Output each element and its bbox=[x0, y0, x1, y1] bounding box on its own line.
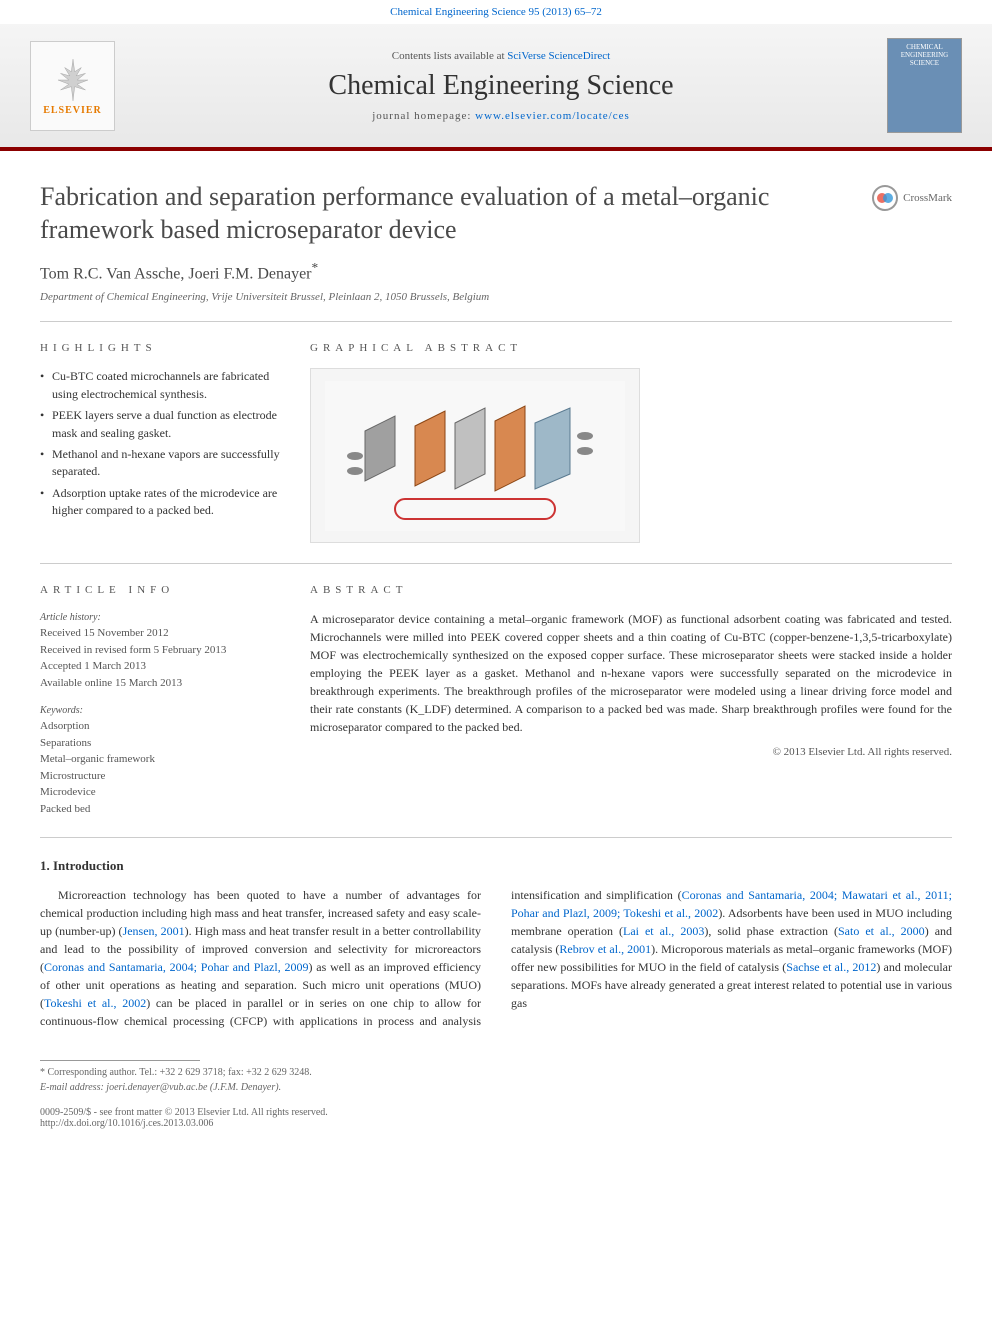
keyword: Packed bed bbox=[40, 801, 280, 818]
homepage-link[interactable]: www.elsevier.com/locate/ces bbox=[475, 110, 630, 122]
citation-link[interactable]: Jensen, 2001 bbox=[123, 924, 185, 938]
elsevier-tree-icon bbox=[43, 55, 103, 105]
citation-link[interactable]: Sato et al., 2000 bbox=[838, 924, 925, 938]
citation-link[interactable]: Sachse et al., 2012 bbox=[786, 960, 876, 974]
keyword: Metal–organic framework bbox=[40, 751, 280, 768]
footer-block: * Corresponding author. Tel.: +32 2 629 … bbox=[0, 1050, 992, 1153]
email-line: E-mail address: joeri.denayer@vub.ac.be … bbox=[40, 1082, 952, 1093]
affiliation: Department of Chemical Engineering, Vrij… bbox=[40, 291, 952, 303]
crossmark-icon bbox=[872, 185, 898, 211]
authors-line: Tom R.C. Van Assche, Joeri F.M. Denayer* bbox=[40, 260, 952, 283]
highlights-label: HIGHLIGHTS bbox=[40, 342, 280, 354]
highlights-column: HIGHLIGHTS Cu-BTC coated microchannels a… bbox=[40, 342, 280, 543]
abstract-label: ABSTRACT bbox=[310, 584, 952, 596]
introduction-section: 1. Introduction Microreaction technology… bbox=[0, 838, 992, 1050]
email-address[interactable]: joeri.denayer@vub.ac.be (J.F.M. Denayer)… bbox=[106, 1082, 281, 1093]
highlights-list: Cu-BTC coated microchannels are fabricat… bbox=[40, 368, 280, 519]
keyword: Microdevice bbox=[40, 784, 280, 801]
abstract-text: A microseparator device containing a met… bbox=[310, 610, 952, 736]
highlight-item: Cu-BTC coated microchannels are fabricat… bbox=[40, 368, 280, 403]
journal-citation-header[interactable]: Chemical Engineering Science 95 (2013) 6… bbox=[0, 0, 992, 24]
journal-title: Chemical Engineering Science bbox=[115, 70, 887, 102]
homepage-prefix: journal homepage: bbox=[372, 110, 475, 122]
journal-banner: ELSEVIER Contents lists available at Sci… bbox=[0, 24, 992, 151]
intro-heading: 1. Introduction bbox=[40, 858, 952, 874]
citation-link[interactable]: Lai et al., 2003 bbox=[623, 924, 704, 938]
revised-date: Received in revised form 5 February 2013 bbox=[40, 642, 280, 659]
article-header: Fabrication and separation performance e… bbox=[0, 151, 992, 321]
highlight-item: PEEK layers serve a dual function as ele… bbox=[40, 407, 280, 442]
email-label: E-mail address: bbox=[40, 1082, 106, 1093]
copyright-line: © 2013 Elsevier Ltd. All rights reserved… bbox=[310, 746, 952, 758]
journal-cover-thumbnail: CHEMICAL ENGINEERING SCIENCE bbox=[887, 38, 962, 133]
graphical-abstract-image bbox=[310, 368, 640, 543]
intro-text: ), solid phase extraction ( bbox=[704, 924, 838, 938]
highlight-item: Methanol and n-hexane vapors are success… bbox=[40, 446, 280, 481]
sciverse-link[interactable]: SciVerse ScienceDirect bbox=[507, 50, 610, 62]
article-title: Fabrication and separation performance e… bbox=[40, 181, 952, 246]
contents-available-line: Contents lists available at SciVerse Sci… bbox=[115, 50, 887, 62]
keyword: Separations bbox=[40, 735, 280, 752]
crossmark-badge[interactable]: CrossMark bbox=[872, 185, 952, 211]
info-abstract-row: ARTICLE INFO Article history: Received 1… bbox=[0, 564, 992, 837]
history-label: Article history: bbox=[40, 610, 280, 625]
keywords-block: Keywords: Adsorption Separations Metal–o… bbox=[40, 703, 280, 817]
keyword: Microstructure bbox=[40, 768, 280, 785]
issn-line: 0009-2509/$ - see front matter © 2013 El… bbox=[40, 1107, 952, 1118]
author-names: Tom R.C. Van Assche, Joeri F.M. Denayer bbox=[40, 265, 312, 282]
accepted-date: Accepted 1 March 2013 bbox=[40, 658, 280, 675]
homepage-line: journal homepage: www.elsevier.com/locat… bbox=[115, 110, 887, 122]
highlights-graphical-row: HIGHLIGHTS Cu-BTC coated microchannels a… bbox=[0, 322, 992, 563]
graphical-abstract-label: GRAPHICAL ABSTRACT bbox=[310, 342, 952, 354]
graphical-abstract-column: GRAPHICAL ABSTRACT bbox=[310, 342, 952, 543]
banner-center: Contents lists available at SciVerse Sci… bbox=[115, 50, 887, 122]
corresponding-marker: * bbox=[312, 260, 319, 275]
citation-link[interactable]: Rebrov et al., 2001 bbox=[559, 942, 651, 956]
online-date: Available online 15 March 2013 bbox=[40, 675, 280, 692]
article-info-column: ARTICLE INFO Article history: Received 1… bbox=[40, 584, 280, 817]
highlight-item: Adsorption uptake rates of the microdevi… bbox=[40, 485, 280, 520]
article-info-label: ARTICLE INFO bbox=[40, 584, 280, 596]
abstract-column: ABSTRACT A microseparator device contain… bbox=[310, 584, 952, 817]
elsevier-logo: ELSEVIER bbox=[30, 41, 115, 131]
received-date: Received 15 November 2012 bbox=[40, 625, 280, 642]
crossmark-label: CrossMark bbox=[903, 192, 952, 204]
footer-divider bbox=[40, 1060, 200, 1061]
elsevier-wordmark: ELSEVIER bbox=[43, 105, 102, 116]
citation-link[interactable]: Tokeshi et al., 2002 bbox=[44, 996, 146, 1010]
keywords-label: Keywords: bbox=[40, 703, 280, 718]
keyword: Adsorption bbox=[40, 718, 280, 735]
citation-link[interactable]: Coronas and Santamaria, 2004; Pohar and … bbox=[44, 960, 309, 974]
intro-body: Microreaction technology has been quoted… bbox=[40, 886, 952, 1030]
intro-paragraph: Microreaction technology has been quoted… bbox=[40, 886, 952, 1030]
article-info-block: Article history: Received 15 November 20… bbox=[40, 610, 280, 817]
corresponding-author-note: * Corresponding author. Tel.: +32 2 629 … bbox=[40, 1067, 952, 1078]
contents-prefix: Contents lists available at bbox=[392, 50, 507, 62]
doi-line[interactable]: http://dx.doi.org/10.1016/j.ces.2013.03.… bbox=[40, 1118, 952, 1129]
